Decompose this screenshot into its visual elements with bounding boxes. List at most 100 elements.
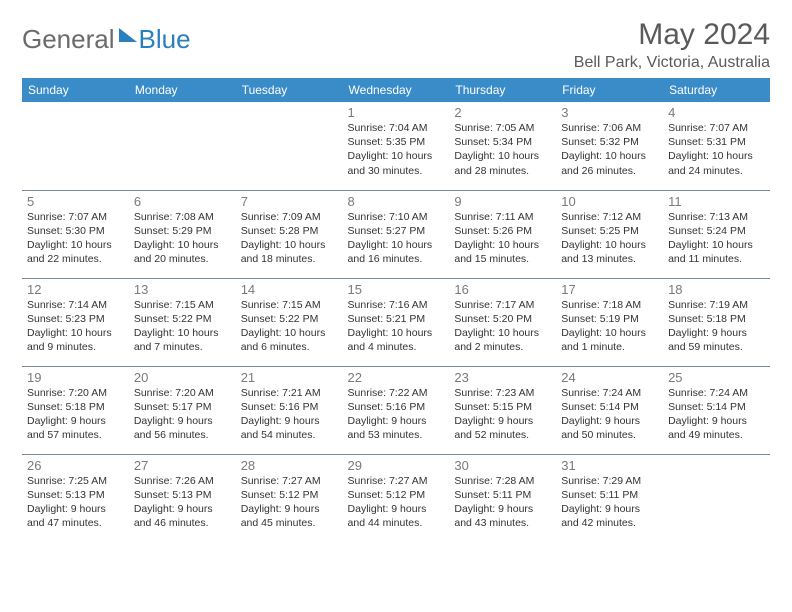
calendar-week-row: 19Sunrise: 7:20 AMSunset: 5:18 PMDayligh… xyxy=(22,366,770,454)
day-details: Sunrise: 7:09 AMSunset: 5:28 PMDaylight:… xyxy=(241,210,338,267)
calendar-day-cell: 19Sunrise: 7:20 AMSunset: 5:18 PMDayligh… xyxy=(22,366,129,454)
day-number: 23 xyxy=(454,370,551,385)
day-details: Sunrise: 7:27 AMSunset: 5:12 PMDaylight:… xyxy=(348,474,445,531)
day-number: 7 xyxy=(241,194,338,209)
dayname-header: Monday xyxy=(129,78,236,102)
day-number: 29 xyxy=(348,458,445,473)
day-details: Sunrise: 7:08 AMSunset: 5:29 PMDaylight:… xyxy=(134,210,231,267)
logo-triangle-icon xyxy=(119,28,137,42)
day-number: 9 xyxy=(454,194,551,209)
day-details: Sunrise: 7:27 AMSunset: 5:12 PMDaylight:… xyxy=(241,474,338,531)
day-details: Sunrise: 7:24 AMSunset: 5:14 PMDaylight:… xyxy=(668,386,765,443)
day-details: Sunrise: 7:16 AMSunset: 5:21 PMDaylight:… xyxy=(348,298,445,355)
logo: General Blue xyxy=(22,24,191,55)
day-details: Sunrise: 7:06 AMSunset: 5:32 PMDaylight:… xyxy=(561,121,658,178)
calendar-week-row: 5Sunrise: 7:07 AMSunset: 5:30 PMDaylight… xyxy=(22,190,770,278)
calendar-day-cell: 28Sunrise: 7:27 AMSunset: 5:12 PMDayligh… xyxy=(236,454,343,542)
day-number: 8 xyxy=(348,194,445,209)
calendar-day-cell: 10Sunrise: 7:12 AMSunset: 5:25 PMDayligh… xyxy=(556,190,663,278)
day-number: 25 xyxy=(668,370,765,385)
day-number: 21 xyxy=(241,370,338,385)
calendar-day-cell: 2Sunrise: 7:05 AMSunset: 5:34 PMDaylight… xyxy=(449,102,556,190)
calendar-day-cell: 1Sunrise: 7:04 AMSunset: 5:35 PMDaylight… xyxy=(343,102,450,190)
day-number: 5 xyxy=(27,194,124,209)
header: General Blue May 2024 Bell Park, Victori… xyxy=(22,18,770,72)
logo-text-general: General xyxy=(22,24,115,55)
day-number: 17 xyxy=(561,282,658,297)
calendar-table: SundayMondayTuesdayWednesdayThursdayFrid… xyxy=(22,78,770,542)
day-number: 19 xyxy=(27,370,124,385)
day-number: 16 xyxy=(454,282,551,297)
calendar-day-cell: 8Sunrise: 7:10 AMSunset: 5:27 PMDaylight… xyxy=(343,190,450,278)
calendar-day-cell: 26Sunrise: 7:25 AMSunset: 5:13 PMDayligh… xyxy=(22,454,129,542)
calendar-body: 1Sunrise: 7:04 AMSunset: 5:35 PMDaylight… xyxy=(22,102,770,542)
calendar-day-cell: 31Sunrise: 7:29 AMSunset: 5:11 PMDayligh… xyxy=(556,454,663,542)
day-details: Sunrise: 7:15 AMSunset: 5:22 PMDaylight:… xyxy=(134,298,231,355)
day-number: 31 xyxy=(561,458,658,473)
day-details: Sunrise: 7:26 AMSunset: 5:13 PMDaylight:… xyxy=(134,474,231,531)
day-details: Sunrise: 7:18 AMSunset: 5:19 PMDaylight:… xyxy=(561,298,658,355)
calendar-empty-cell xyxy=(236,102,343,190)
day-details: Sunrise: 7:15 AMSunset: 5:22 PMDaylight:… xyxy=(241,298,338,355)
day-number: 10 xyxy=(561,194,658,209)
calendar-day-cell: 21Sunrise: 7:21 AMSunset: 5:16 PMDayligh… xyxy=(236,366,343,454)
day-details: Sunrise: 7:17 AMSunset: 5:20 PMDaylight:… xyxy=(454,298,551,355)
day-details: Sunrise: 7:21 AMSunset: 5:16 PMDaylight:… xyxy=(241,386,338,443)
calendar-empty-cell xyxy=(663,454,770,542)
day-number: 14 xyxy=(241,282,338,297)
day-details: Sunrise: 7:25 AMSunset: 5:13 PMDaylight:… xyxy=(27,474,124,531)
calendar-day-cell: 15Sunrise: 7:16 AMSunset: 5:21 PMDayligh… xyxy=(343,278,450,366)
calendar-day-cell: 24Sunrise: 7:24 AMSunset: 5:14 PMDayligh… xyxy=(556,366,663,454)
dayname-row: SundayMondayTuesdayWednesdayThursdayFrid… xyxy=(22,78,770,102)
day-number: 27 xyxy=(134,458,231,473)
day-number: 30 xyxy=(454,458,551,473)
day-details: Sunrise: 7:13 AMSunset: 5:24 PMDaylight:… xyxy=(668,210,765,267)
calendar-day-cell: 7Sunrise: 7:09 AMSunset: 5:28 PMDaylight… xyxy=(236,190,343,278)
day-details: Sunrise: 7:20 AMSunset: 5:18 PMDaylight:… xyxy=(27,386,124,443)
calendar-day-cell: 13Sunrise: 7:15 AMSunset: 5:22 PMDayligh… xyxy=(129,278,236,366)
day-number: 2 xyxy=(454,105,551,120)
day-details: Sunrise: 7:07 AMSunset: 5:31 PMDaylight:… xyxy=(668,121,765,178)
day-number: 11 xyxy=(668,194,765,209)
calendar-week-row: 26Sunrise: 7:25 AMSunset: 5:13 PMDayligh… xyxy=(22,454,770,542)
day-number: 20 xyxy=(134,370,231,385)
calendar-day-cell: 5Sunrise: 7:07 AMSunset: 5:30 PMDaylight… xyxy=(22,190,129,278)
day-details: Sunrise: 7:20 AMSunset: 5:17 PMDaylight:… xyxy=(134,386,231,443)
dayname-header: Thursday xyxy=(449,78,556,102)
day-details: Sunrise: 7:19 AMSunset: 5:18 PMDaylight:… xyxy=(668,298,765,355)
day-number: 4 xyxy=(668,105,765,120)
day-number: 13 xyxy=(134,282,231,297)
calendar-day-cell: 23Sunrise: 7:23 AMSunset: 5:15 PMDayligh… xyxy=(449,366,556,454)
day-details: Sunrise: 7:14 AMSunset: 5:23 PMDaylight:… xyxy=(27,298,124,355)
calendar-day-cell: 29Sunrise: 7:27 AMSunset: 5:12 PMDayligh… xyxy=(343,454,450,542)
calendar-day-cell: 20Sunrise: 7:20 AMSunset: 5:17 PMDayligh… xyxy=(129,366,236,454)
calendar-day-cell: 3Sunrise: 7:06 AMSunset: 5:32 PMDaylight… xyxy=(556,102,663,190)
day-number: 28 xyxy=(241,458,338,473)
day-details: Sunrise: 7:05 AMSunset: 5:34 PMDaylight:… xyxy=(454,121,551,178)
calendar-day-cell: 12Sunrise: 7:14 AMSunset: 5:23 PMDayligh… xyxy=(22,278,129,366)
calendar-week-row: 1Sunrise: 7:04 AMSunset: 5:35 PMDaylight… xyxy=(22,102,770,190)
day-details: Sunrise: 7:24 AMSunset: 5:14 PMDaylight:… xyxy=(561,386,658,443)
dayname-header: Saturday xyxy=(663,78,770,102)
calendar-day-cell: 25Sunrise: 7:24 AMSunset: 5:14 PMDayligh… xyxy=(663,366,770,454)
calendar-day-cell: 17Sunrise: 7:18 AMSunset: 5:19 PMDayligh… xyxy=(556,278,663,366)
calendar-day-cell: 11Sunrise: 7:13 AMSunset: 5:24 PMDayligh… xyxy=(663,190,770,278)
location: Bell Park, Victoria, Australia xyxy=(574,54,770,72)
day-details: Sunrise: 7:11 AMSunset: 5:26 PMDaylight:… xyxy=(454,210,551,267)
dayname-header: Friday xyxy=(556,78,663,102)
day-number: 6 xyxy=(134,194,231,209)
calendar-day-cell: 18Sunrise: 7:19 AMSunset: 5:18 PMDayligh… xyxy=(663,278,770,366)
day-number: 3 xyxy=(561,105,658,120)
title-block: May 2024 Bell Park, Victoria, Australia xyxy=(574,18,770,72)
day-number: 24 xyxy=(561,370,658,385)
day-details: Sunrise: 7:22 AMSunset: 5:16 PMDaylight:… xyxy=(348,386,445,443)
day-number: 26 xyxy=(27,458,124,473)
calendar-empty-cell xyxy=(129,102,236,190)
calendar-day-cell: 22Sunrise: 7:22 AMSunset: 5:16 PMDayligh… xyxy=(343,366,450,454)
dayname-header: Wednesday xyxy=(343,78,450,102)
day-details: Sunrise: 7:10 AMSunset: 5:27 PMDaylight:… xyxy=(348,210,445,267)
day-details: Sunrise: 7:23 AMSunset: 5:15 PMDaylight:… xyxy=(454,386,551,443)
day-number: 22 xyxy=(348,370,445,385)
month-title: May 2024 xyxy=(574,18,770,52)
calendar-day-cell: 27Sunrise: 7:26 AMSunset: 5:13 PMDayligh… xyxy=(129,454,236,542)
